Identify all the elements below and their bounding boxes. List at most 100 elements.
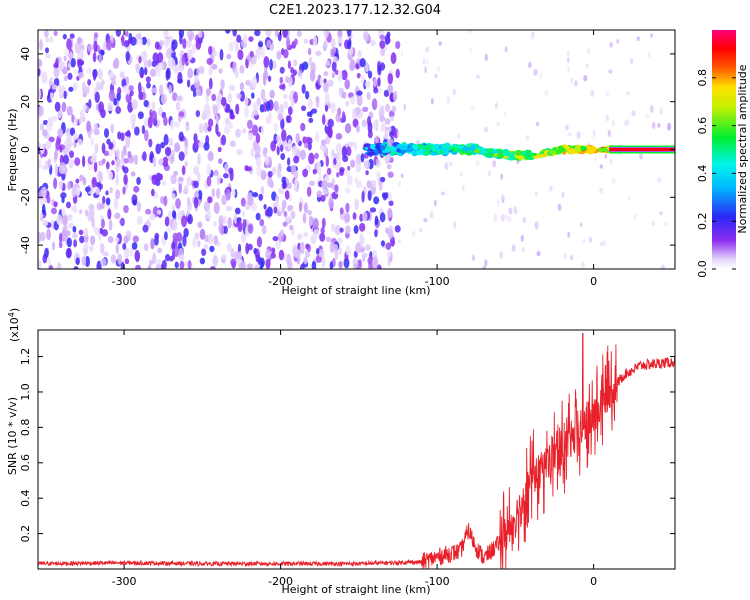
spectrogram-noise-cell bbox=[42, 220, 49, 227]
spectrogram-noise-cell bbox=[264, 155, 270, 166]
spectrogram-noise-cell bbox=[398, 181, 401, 187]
spectrogram-noise-cell bbox=[287, 60, 292, 69]
spectrogram-noise-cell bbox=[277, 113, 283, 121]
spectrogram-noise-cell bbox=[227, 216, 232, 229]
spectrogram-noise-cell bbox=[243, 34, 248, 44]
spectrogram-noise-cell bbox=[355, 163, 362, 173]
spectrogram-noise-cell bbox=[611, 119, 615, 127]
spectrogram-noise-cell bbox=[142, 151, 147, 162]
spectrogram-track-cell bbox=[579, 145, 587, 151]
spectrogram-noise-cell bbox=[247, 132, 254, 141]
spectrogram-noise-cell bbox=[198, 123, 205, 134]
colorbar-tick-label: 0.2 bbox=[696, 212, 709, 230]
spectrogram-noise-cell bbox=[382, 192, 388, 201]
spectrogram-noise-cell bbox=[366, 116, 372, 127]
spectrogram-noise-cell bbox=[79, 108, 85, 120]
spectrogram-noise-cell bbox=[106, 39, 112, 51]
spectrogram-noise-cell bbox=[307, 47, 312, 56]
spectrogram-noise-cell bbox=[566, 50, 570, 56]
spectrogram-noise-cell bbox=[114, 212, 121, 220]
spectrogram-noise-cell bbox=[102, 195, 106, 205]
spectrogram-noise-cell bbox=[187, 67, 194, 79]
spectrogram-noise-cell bbox=[141, 124, 146, 135]
spectrogram-noise-cell bbox=[527, 61, 532, 69]
spectrogram-noise-cell bbox=[254, 143, 261, 155]
spectrogram-noise-cell bbox=[143, 243, 149, 252]
spectrogram-noise-cell bbox=[658, 211, 663, 216]
spectrogram-noise-cell bbox=[174, 142, 180, 153]
spectrogram-noise-cell bbox=[567, 132, 572, 137]
spectrogram-noise-cell bbox=[63, 90, 67, 100]
spectrogram-noise-cell bbox=[494, 102, 498, 109]
spectrogram-noise-cell bbox=[328, 197, 334, 209]
spectrogram-noise-cell bbox=[102, 251, 109, 257]
spectrogram-noise-cell bbox=[660, 264, 666, 269]
spectrogram-noise-cell bbox=[389, 131, 394, 138]
spectrogram-noise-cell bbox=[387, 84, 394, 94]
spectrogram-noise-cell bbox=[101, 158, 106, 164]
spectrogram-noise-cell bbox=[331, 148, 335, 160]
spectrogram-noise-cell bbox=[283, 100, 288, 110]
spectrogram-noise-cell bbox=[344, 212, 351, 223]
spectrogram-noise-cell bbox=[98, 101, 105, 114]
spectrogram-noise-cell bbox=[154, 232, 160, 240]
spectrogram-carrier-track bbox=[362, 141, 675, 161]
spectrogram-noise-cell bbox=[178, 151, 185, 162]
spectrogram-noise-cell bbox=[54, 149, 58, 160]
spectrogram-noise-cell bbox=[303, 38, 308, 44]
spectrogram-noise-cell bbox=[50, 207, 57, 215]
spectrogram-noise-cell bbox=[78, 229, 84, 236]
spectrogram-noise-cell bbox=[468, 48, 474, 53]
spectrogram-noise-cell bbox=[379, 105, 385, 116]
spectrogram-noise-cell bbox=[429, 211, 434, 219]
spectrogram-noise-cell bbox=[262, 147, 268, 158]
spectrogram-noise-cell bbox=[364, 80, 371, 88]
spectrogram-noise-cell bbox=[81, 155, 86, 168]
spectrogram-noise-cell bbox=[453, 221, 457, 229]
spectrogram-noise-cell bbox=[257, 41, 264, 48]
spectrogram-noise-cell bbox=[395, 68, 400, 79]
spectrogram-noise-cell bbox=[226, 243, 232, 252]
spectrogram-noise-cell bbox=[101, 218, 105, 229]
spectrogram-noise-cell bbox=[570, 77, 573, 84]
spectrogram-noise-cell bbox=[88, 99, 92, 109]
spectrogram-noise-cell bbox=[333, 157, 337, 166]
spectrogram-track-cell bbox=[505, 151, 512, 157]
spectrogram-noise-cell bbox=[178, 30, 185, 38]
spectrogram-noise-cell bbox=[256, 236, 263, 248]
spectrogram-noise-cell bbox=[367, 70, 373, 79]
spectrogram-noise-cell bbox=[89, 208, 95, 219]
spectrogram-noise-cell bbox=[192, 90, 197, 98]
spectrogram-noise-cell bbox=[66, 105, 73, 116]
spectrogram-track-cell bbox=[469, 144, 478, 150]
spectrogram-noise-cell bbox=[206, 57, 213, 66]
spectrogram-noise-cell bbox=[59, 145, 63, 153]
spectrogram-noise-cell bbox=[185, 121, 190, 127]
spectrogram-noise-cell bbox=[59, 154, 64, 165]
spectrogram-track-cell bbox=[415, 149, 424, 156]
spectrogram-noise-cell bbox=[627, 196, 632, 201]
spectrogram-noise-cell bbox=[292, 246, 299, 257]
spectrogram-noise-cell bbox=[567, 231, 571, 238]
spectrogram-noise-cell bbox=[184, 160, 188, 168]
spectrogram-noise-cell bbox=[111, 160, 115, 166]
spectrogram-noise-cell bbox=[187, 214, 193, 225]
spectrogram-noise-cell bbox=[91, 216, 95, 228]
spectrogram-noise-cell bbox=[115, 106, 122, 114]
spectrogram-noise-cell bbox=[229, 140, 236, 148]
spectrogram-noise-cell bbox=[71, 186, 77, 198]
colorbar-tick-label: 0.0 bbox=[696, 260, 709, 278]
spectrogram-noise-cell bbox=[390, 115, 394, 122]
spectrogram-noise-cell bbox=[315, 50, 322, 56]
spectrogram-noise-cell bbox=[98, 53, 102, 64]
spectrogram-track-cell bbox=[497, 149, 503, 154]
spectrogram-noise-cell bbox=[121, 150, 125, 161]
spectrogram-noise-cell bbox=[236, 93, 242, 99]
spectrogram-noise-cell bbox=[261, 47, 266, 58]
spectrogram-noise-cell bbox=[434, 73, 438, 79]
spectrogram-noise-cell bbox=[329, 241, 335, 254]
spectrogram-noise-cell bbox=[507, 215, 512, 223]
spectrogram-noise-cell bbox=[292, 69, 297, 76]
spectrogram-noise-cell bbox=[521, 247, 526, 253]
spectrogram-noise-cell bbox=[213, 202, 220, 214]
